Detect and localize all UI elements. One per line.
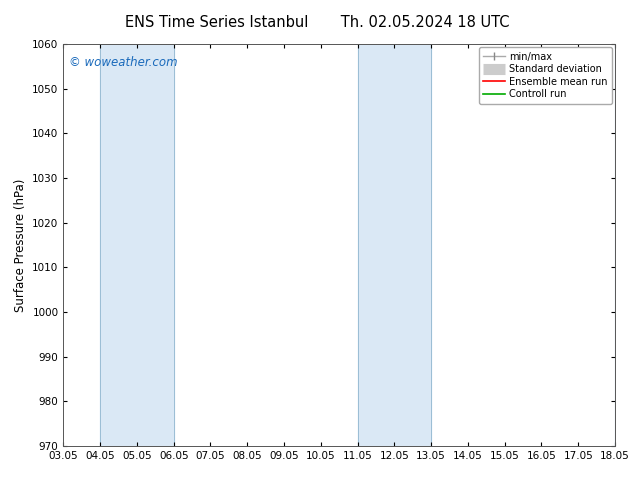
Bar <box>358 44 431 446</box>
Bar <box>615 44 633 446</box>
Bar <box>100 44 174 446</box>
Text: © woweather.com: © woweather.com <box>69 56 178 69</box>
Legend: min/max, Standard deviation, Ensemble mean run, Controll run: min/max, Standard deviation, Ensemble me… <box>479 47 612 104</box>
Text: ENS Time Series Istanbul       Th. 02.05.2024 18 UTC: ENS Time Series Istanbul Th. 02.05.2024 … <box>125 15 509 30</box>
Y-axis label: Surface Pressure (hPa): Surface Pressure (hPa) <box>14 178 27 312</box>
